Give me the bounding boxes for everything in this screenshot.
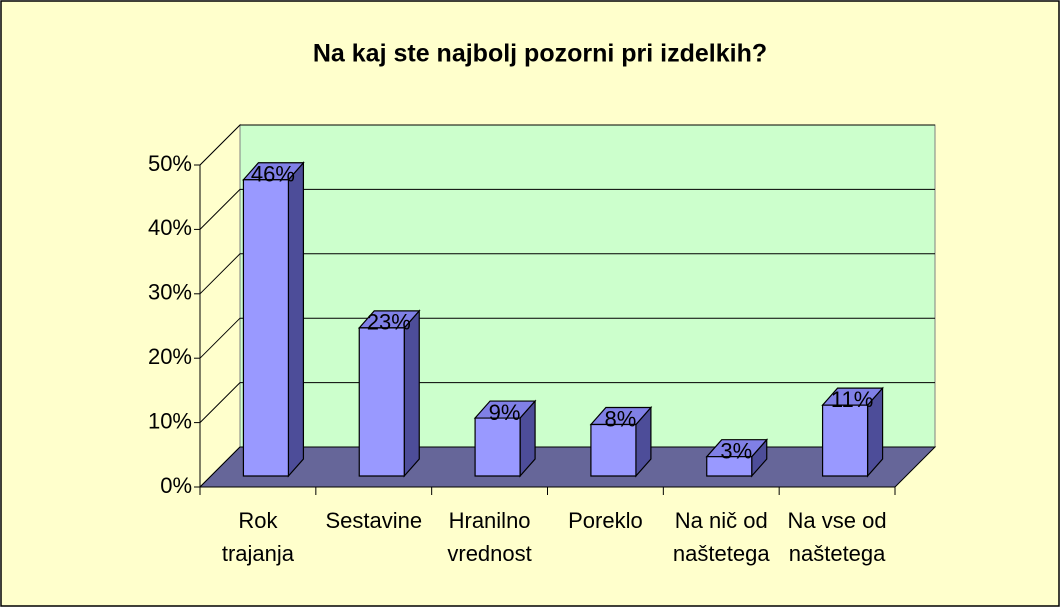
bar-front	[474, 417, 521, 477]
y-tick-label: 10%	[148, 408, 192, 433]
bar-front	[590, 423, 637, 477]
grid-line	[199, 253, 935, 295]
bar-side	[403, 309, 420, 478]
y-tick-label: 0%	[160, 473, 192, 498]
value-label: 23%	[367, 310, 411, 335]
x-tick-label: Na nič od	[675, 508, 768, 533]
bar-front	[821, 404, 869, 477]
x-tick-label: naštetega	[789, 541, 886, 566]
x-tick-label: naštetega	[673, 541, 770, 566]
y-tick-label: 20%	[148, 344, 192, 369]
bar	[821, 386, 884, 478]
x-tick-label: Rok	[238, 508, 278, 533]
grid-line	[199, 382, 935, 423]
x-tick-label: Poreklo	[568, 508, 643, 533]
value-label: 9%	[489, 400, 521, 425]
bar-side	[287, 161, 305, 478]
x-tick-label: Na vse od	[788, 508, 887, 533]
grid-line	[199, 188, 935, 230]
value-label: 8%	[605, 406, 637, 431]
x-tick-label: vrednost	[447, 541, 531, 566]
y-tick-label: 30%	[148, 280, 192, 305]
x-tick-label: Hranilno	[449, 508, 531, 533]
bar	[357, 309, 421, 478]
value-label: 11%	[831, 387, 873, 412]
x-tick-label: trajanja	[222, 541, 295, 566]
grid-line	[199, 317, 935, 359]
bar-front	[706, 456, 753, 477]
y-tick-label: 40%	[148, 215, 192, 240]
bar	[705, 438, 769, 478]
x-tick-label: Sestavine	[325, 508, 422, 533]
y-tick-label: 50%	[148, 151, 192, 176]
bar	[473, 399, 537, 478]
bar	[589, 405, 653, 478]
value-label: 3%	[720, 438, 752, 463]
grid-line	[199, 124, 935, 166]
bar-front	[358, 327, 405, 477]
value-label: 46%	[251, 162, 295, 187]
bar	[242, 161, 305, 478]
bar-front	[242, 179, 290, 477]
chart-title: Na kaj ste najbolj pozorni pri izdelkih?	[313, 40, 767, 68]
